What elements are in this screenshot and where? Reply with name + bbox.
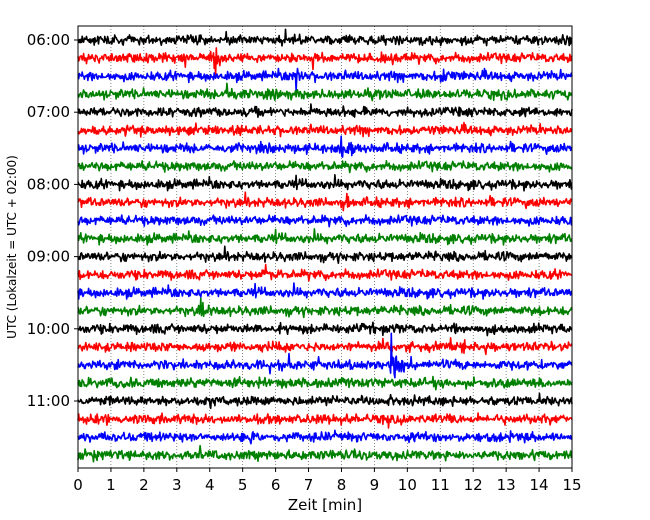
x-tick-label: 5: [238, 476, 248, 494]
x-tick-label: 10: [398, 476, 417, 494]
x-tick-label: 4: [205, 476, 215, 494]
trace-1100: [77, 392, 573, 410]
trace-0815: [77, 191, 573, 212]
trace-1115: [77, 412, 573, 429]
plot-frame: [77, 25, 573, 469]
trace-1030: [77, 332, 573, 379]
y-tick-label: 08:00: [27, 175, 70, 193]
x-tick-label: 2: [139, 476, 149, 494]
x-tick-label: 0: [73, 476, 83, 494]
trace-0700: [77, 103, 573, 118]
trace-group: [77, 28, 573, 463]
trace-0715: [77, 121, 573, 138]
trace-0900: [77, 245, 573, 264]
x-tick-label: 12: [464, 476, 483, 494]
trace-0745: [77, 160, 573, 174]
x-axis-label: Zeit [min]: [288, 496, 362, 514]
y-axis: 06:00 07:00 08:00 09:00 10:00 11:00: [27, 31, 78, 410]
trace-0930: [77, 282, 573, 300]
trace-0830: [77, 214, 573, 228]
y-tick-label: 11:00: [27, 392, 70, 410]
x-tick-label: 8: [337, 476, 347, 494]
y-tick-label: 07:00: [27, 103, 70, 121]
trace-0915: [77, 263, 573, 282]
trace-0845: [77, 228, 573, 246]
trace-1045: [77, 375, 573, 391]
y-tick-label: 06:00: [27, 31, 70, 49]
x-tick-label: 3: [172, 476, 182, 494]
trace-0945: [77, 297, 573, 319]
x-tick-label: 13: [497, 476, 516, 494]
y-tick-label: 09:00: [27, 248, 70, 266]
y-tick-label: 10:00: [27, 320, 70, 338]
trace-0615: [77, 47, 573, 77]
trace-1000: [77, 321, 573, 337]
trace-0730: [77, 135, 573, 158]
trace-1015: [77, 337, 573, 356]
trace-0600: [77, 28, 573, 47]
x-tick-label: 14: [530, 476, 549, 494]
trace-0800: [77, 174, 573, 192]
y-axis-label: UTC (Lokalzeit = UTC + 02:00): [5, 155, 19, 339]
trace-0630: [77, 67, 573, 92]
x-tick-label: 11: [431, 476, 450, 494]
x-tick-label: 9: [370, 476, 380, 494]
x-tick-label: 6: [271, 476, 281, 494]
x-tick-label: 1: [106, 476, 116, 494]
trace-0645: [77, 82, 573, 102]
x-axis: 0 1 2 3 4 5 6 7 8 9 10 11 12 13 14 15: [73, 468, 582, 494]
trace-1130: [77, 429, 573, 445]
trace-1145: [77, 444, 573, 463]
x-tick-label: 15: [562, 476, 581, 494]
x-tick-label: 7: [304, 476, 314, 494]
